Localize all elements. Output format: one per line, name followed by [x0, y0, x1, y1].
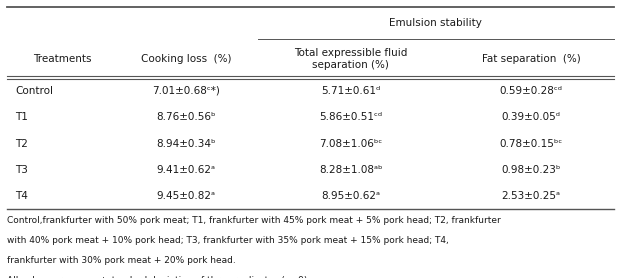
Text: All values are mean ±standard deviation of three replicates (n=9): All values are mean ±standard deviation …	[7, 276, 308, 278]
Text: T1: T1	[15, 112, 28, 122]
Text: 7.01±0.68ᶜ*): 7.01±0.68ᶜ*)	[152, 86, 220, 96]
Text: 9.41±0.62ᵃ: 9.41±0.62ᵃ	[156, 165, 216, 175]
Text: Fat separation  (%): Fat separation (%)	[481, 54, 581, 64]
Text: 9.45±0.82ᵃ: 9.45±0.82ᵃ	[156, 192, 216, 202]
Text: 8.95±0.62ᵃ: 8.95±0.62ᵃ	[321, 192, 381, 202]
Text: Emulsion stability: Emulsion stability	[389, 18, 482, 28]
Text: T2: T2	[15, 139, 28, 149]
Text: with 40% pork meat + 10% pork head; T3, frankfurter with 35% pork meat + 15% por: with 40% pork meat + 10% pork head; T3, …	[7, 236, 449, 245]
Text: Treatments: Treatments	[33, 54, 91, 64]
Text: Cooking loss  (%): Cooking loss (%)	[141, 54, 232, 64]
Text: 5.71±0.61ᵈ: 5.71±0.61ᵈ	[321, 86, 381, 96]
Text: Control: Control	[15, 86, 53, 96]
Text: 2.53±0.25ᵃ: 2.53±0.25ᵃ	[501, 192, 561, 202]
Text: 5.86±0.51ᶜᵈ: 5.86±0.51ᶜᵈ	[319, 112, 383, 122]
Text: 8.94±0.34ᵇ: 8.94±0.34ᵇ	[156, 139, 216, 149]
Text: 0.59±0.28ᶜᵈ: 0.59±0.28ᶜᵈ	[499, 86, 563, 96]
Text: 0.78±0.15ᵇᶜ: 0.78±0.15ᵇᶜ	[499, 139, 563, 149]
Text: T4: T4	[15, 192, 28, 202]
Text: frankfurter with 30% pork meat + 20% pork head.: frankfurter with 30% pork meat + 20% por…	[7, 256, 236, 265]
Text: 0.39±0.05ᵈ: 0.39±0.05ᵈ	[501, 112, 561, 122]
Text: Total expressible fluid
separation (%): Total expressible fluid separation (%)	[294, 48, 407, 70]
Text: Control,frankfurter with 50% pork meat; T1, frankfurter with 45% pork meat + 5% : Control,frankfurter with 50% pork meat; …	[7, 216, 501, 225]
Text: 7.08±1.06ᵇᶜ: 7.08±1.06ᵇᶜ	[319, 139, 383, 149]
Text: T3: T3	[15, 165, 28, 175]
Text: 0.98±0.23ᵇ: 0.98±0.23ᵇ	[501, 165, 561, 175]
Text: 8.28±1.08ᵃᵇ: 8.28±1.08ᵃᵇ	[319, 165, 383, 175]
Text: 8.76±0.56ᵇ: 8.76±0.56ᵇ	[156, 112, 216, 122]
